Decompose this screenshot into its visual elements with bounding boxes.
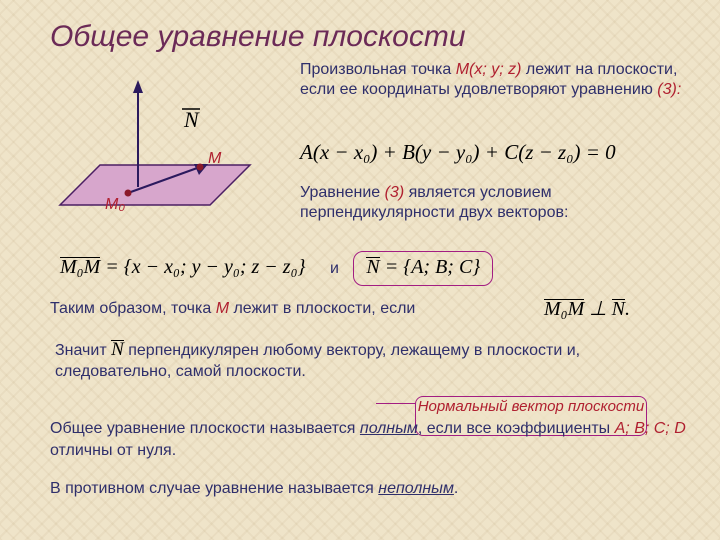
p5-mid: , если все коэффициенты <box>418 420 615 437</box>
vectors-row: M₀M = {x − x₀; y − y₀; z − z₀} и N = {A;… <box>50 250 690 286</box>
p5-full: полным <box>360 420 418 437</box>
point-m <box>197 164 204 171</box>
p3-pre: Таким образом, точка <box>50 300 216 317</box>
p6-pre: В противном случае уравнение называется <box>50 480 378 497</box>
intro-text: Произвольная точка M(x; y; z) лежит на п… <box>300 60 690 100</box>
m0m-symbol: M₀M <box>60 257 100 276</box>
n-vector-arrow <box>133 80 143 93</box>
p6-post: . <box>454 480 458 497</box>
p4-pre: Значит <box>55 342 111 359</box>
para-4: Значит N перпендикулярен любому вектору,… <box>55 340 690 383</box>
perp-m0m: M₀M <box>544 299 584 318</box>
n-symbol: N <box>366 257 379 276</box>
equation-1: A(x − x₀) + B(y − y₀) + C(z − z₀) = 0 <box>300 140 616 165</box>
m0-label: M₀ <box>105 196 125 213</box>
p4-post: перпендикулярен любому вектору, лежащему… <box>55 342 580 380</box>
para-6: В противном случае уравнение называется … <box>50 480 690 498</box>
vector-n-box: N = {A; B; C} <box>353 251 493 286</box>
para-5: Общее уравнение плоскости называется пол… <box>50 418 690 461</box>
vector-m0m: M₀M = {x − x₀; y − y₀; z − z₀} <box>50 250 316 285</box>
cond-pre: Уравнение <box>300 184 385 201</box>
n-components: = {A; B; C} <box>380 256 481 278</box>
cond-ref: (3) <box>385 184 405 201</box>
p5-coef: A; B; C; D <box>615 420 686 437</box>
slide-title: Общее уравнение плоскости <box>50 20 466 54</box>
condition-text: Уравнение (3) является условием перпенди… <box>300 183 690 223</box>
p5-post: отличны от нуля. <box>50 442 176 459</box>
m-label: M <box>208 150 222 167</box>
perp-expression: M₀M ⊥ N. <box>544 296 630 321</box>
p6-word: неполным <box>378 480 454 497</box>
plane-diagram: N M₀ M <box>50 75 280 245</box>
p5-pre: Общее уравнение плоскости называется <box>50 420 360 437</box>
intro-ref: (3): <box>657 81 681 98</box>
perp-sym: ⊥ <box>584 298 611 320</box>
plane-shape <box>60 165 250 205</box>
and-conj: и <box>330 260 339 278</box>
m0m-components: = {x − x₀; y − y₀; z − z₀} <box>100 256 305 278</box>
n-label: N <box>183 107 200 132</box>
intro-point: M(x; y; z) <box>456 61 522 78</box>
p4-n: N <box>111 340 124 358</box>
intro-pre: Произвольная точка <box>300 61 456 78</box>
slide: Общее уравнение плоскости N M₀ M Произво… <box>0 0 720 540</box>
perp-dot: . <box>625 298 630 320</box>
point-m0 <box>125 190 132 197</box>
perp-n: N <box>612 299 625 318</box>
p3-post: лежит в плоскости, если <box>229 300 415 317</box>
p3-m: М <box>216 300 229 317</box>
